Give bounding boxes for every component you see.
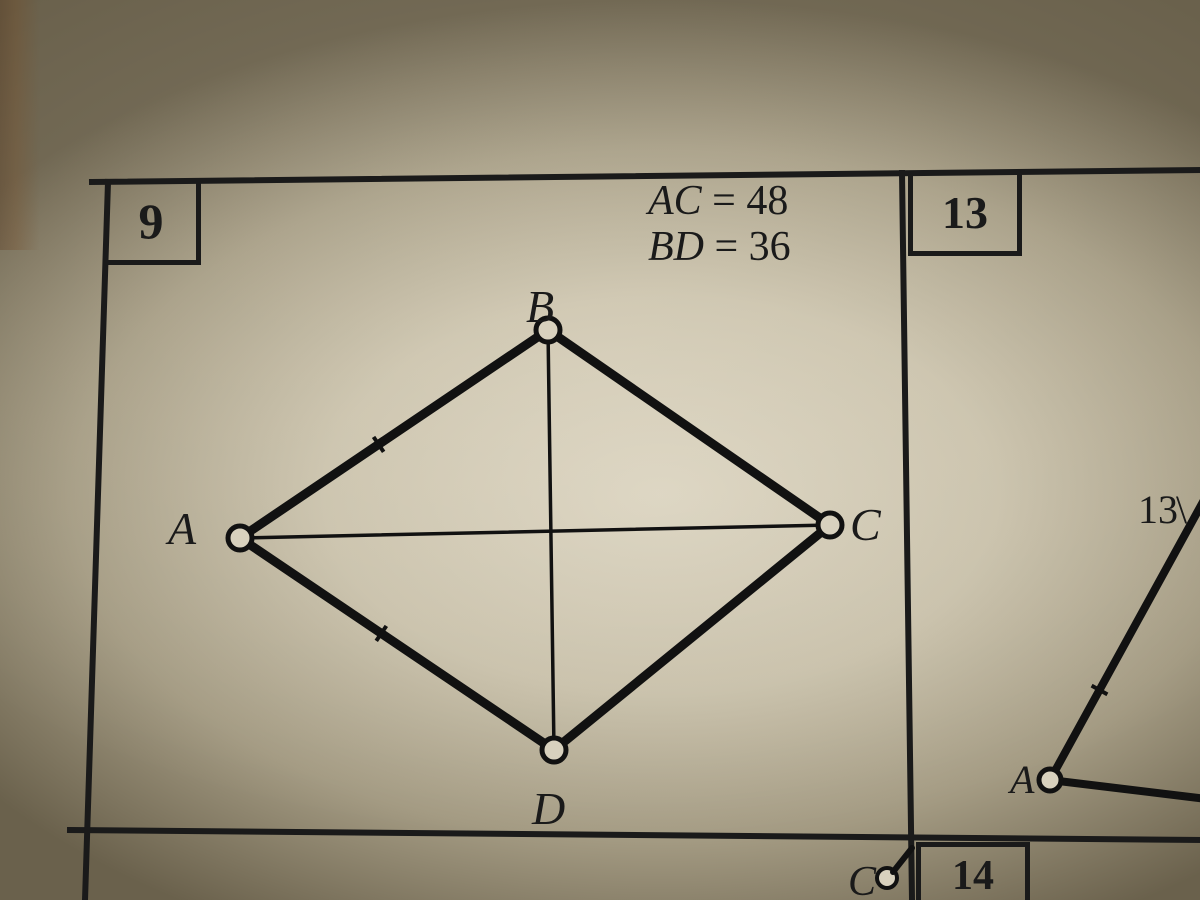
problem-number-13-label: 13 — [942, 186, 988, 239]
given-values: AC = 48BD = 36 — [648, 178, 791, 270]
vertex-label-A: A — [168, 502, 196, 555]
given-row: BD = 36 — [648, 224, 791, 270]
bottom-crop-label-C: C — [848, 858, 876, 900]
problem-number-box-14: 14 — [916, 842, 1030, 900]
photo-background: { "canvas": { "w": 1200, "h": 900 }, "ru… — [0, 0, 1200, 900]
rhombus-figure — [150, 270, 870, 810]
vertex-label-B: B — [526, 280, 554, 333]
vertex-label-C: C — [850, 498, 881, 551]
problem-number-box-9: 9 — [106, 182, 201, 265]
problem-number-14-label: 14 — [952, 852, 994, 900]
given-row: AC = 48 — [648, 178, 791, 224]
vertex-label-D: D — [532, 782, 565, 835]
adjacent-vertex-label-A: A — [1010, 756, 1034, 803]
problem-number-9-label: 9 — [139, 192, 164, 250]
problem-number-box-13: 13 — [908, 173, 1022, 256]
